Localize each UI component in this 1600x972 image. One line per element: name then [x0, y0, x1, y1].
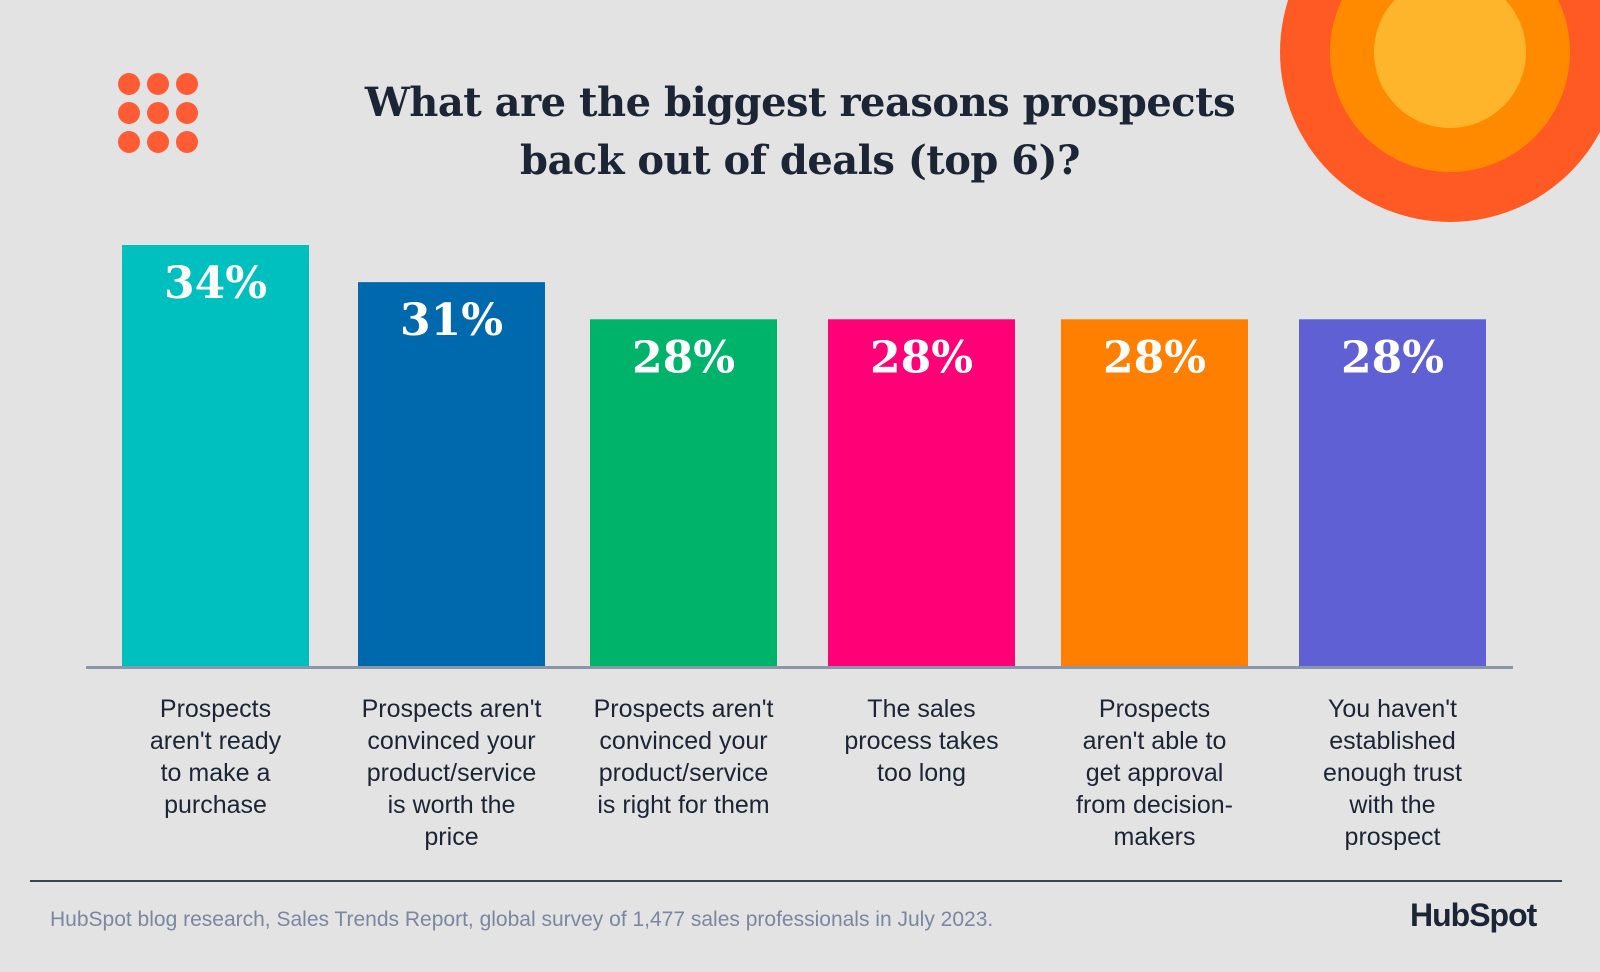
- category-label-line: product/service: [598, 759, 769, 787]
- category-label-line: Prospects: [159, 695, 272, 723]
- bar-1: [122, 245, 309, 666]
- category-label-1: Prospects aren't ready to make a purchase: [108, 693, 324, 821]
- bar-value-label-5: 28%: [1103, 332, 1206, 383]
- bar-6: [1299, 319, 1486, 666]
- category-label-5: Prospects aren't able to get approval from …: [1047, 693, 1263, 853]
- bar-value-label-3: 28%: [632, 332, 735, 383]
- category-label-line: with the: [1349, 791, 1436, 819]
- category-label-line: Prospects: [1098, 695, 1211, 723]
- category-label-line: aren't able to: [1082, 727, 1227, 755]
- bar-5: [1061, 319, 1248, 666]
- chart-title-line-1: What are the biggest reasons prospects: [364, 79, 1236, 126]
- dot-icon: [147, 131, 169, 153]
- category-label-3: Prospects aren't convinced your product/se…: [576, 693, 792, 821]
- chart-title: What are the biggest reasons prospects b…: [300, 74, 1300, 190]
- bar-value-label-4: 28%: [870, 332, 973, 383]
- bar-chart: 34% 31% 28% 28% 28% 28%: [86, 245, 1513, 669]
- category-label-line: to make a: [160, 759, 271, 787]
- dot-icon: [147, 102, 169, 124]
- dot-icon: [176, 73, 198, 95]
- category-label-4: The sales process takes too long: [814, 693, 1030, 789]
- category-label-line: is right for them: [597, 791, 770, 819]
- source-note: HubSpot blog research, Sales Trends Repo…: [50, 908, 994, 931]
- bar-3: [590, 319, 777, 666]
- category-label-line: purchase: [164, 791, 267, 819]
- bar-value-label-1: 34%: [164, 258, 267, 309]
- category-label-line: convinced your: [599, 727, 768, 755]
- bar-value-label-2: 31%: [400, 295, 503, 346]
- footer-divider: [30, 880, 1562, 882]
- dot-icon: [176, 102, 198, 124]
- category-label-line: enough trust: [1323, 759, 1462, 787]
- category-label-line: too long: [877, 759, 966, 787]
- category-label-line: price: [424, 823, 479, 851]
- category-label-line: The sales: [867, 695, 976, 723]
- bar-4: [828, 319, 1015, 666]
- category-label-line: get approval: [1085, 759, 1224, 787]
- category-label-line: Prospects aren't: [593, 695, 774, 723]
- logo-wordmark: HubSpot: [1410, 897, 1537, 933]
- dot-icon: [176, 131, 198, 153]
- category-label-2: Prospects aren't convinced your product/se…: [344, 693, 560, 853]
- chart-title-line-2: back out of deals (top 6)?: [519, 137, 1081, 184]
- category-label-line: prospect: [1344, 823, 1441, 851]
- category-label-6: You haven't established enough trust with t…: [1285, 693, 1501, 853]
- dot-icon: [147, 73, 169, 95]
- bar-2: [358, 282, 545, 666]
- category-label-line: from decision-: [1076, 791, 1233, 819]
- category-label-line: You haven't: [1328, 695, 1457, 723]
- category-label-line: is worth the: [387, 791, 516, 819]
- dot-icon: [118, 131, 140, 153]
- category-label-line: makers: [1113, 823, 1196, 851]
- dot-icon: [118, 73, 140, 95]
- category-label-line: product/service: [366, 759, 537, 787]
- hubspot-logo: HubSpot: [1410, 897, 1537, 934]
- category-label-line: Prospects aren't: [361, 695, 542, 723]
- dot-icon: [118, 102, 140, 124]
- category-label-line: process takes: [844, 727, 999, 755]
- category-label-line: aren't ready: [149, 727, 282, 755]
- category-label-line: convinced your: [367, 727, 536, 755]
- category-label-line: established: [1329, 727, 1456, 755]
- decorative-dot-grid: [118, 73, 202, 157]
- bar-value-label-6: 28%: [1341, 332, 1444, 383]
